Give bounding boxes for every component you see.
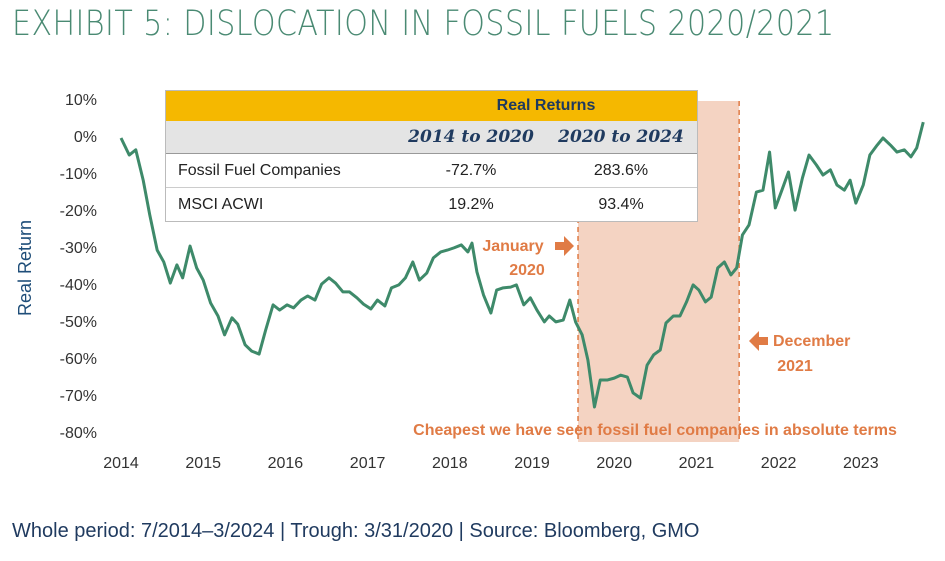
returns-table: Real Returns 2014 to 2020 2020 to 2024 F… (165, 90, 698, 222)
x-tick-label: 2018 (432, 455, 468, 472)
annotation: December (773, 333, 850, 350)
footnote: Whole period: 7/2014–3/2024 | Trough: 3/… (12, 520, 700, 542)
y-axis-label: Real Return (15, 220, 35, 316)
annotation: Cheapest we have seen fossil fuel compan… (413, 422, 897, 439)
x-tick-label: 2019 (514, 455, 550, 472)
annotation-arrow (555, 236, 574, 256)
chart-title: EXHIBIT 5: DISLOCATION IN FOSSIL FUELS 2… (12, 4, 835, 44)
x-tick-label: 2014 (103, 455, 139, 472)
column-header: 2014 to 2020 (408, 127, 534, 147)
table-row: Fossil Fuel Companies -72.7% 283.6% (166, 154, 697, 188)
x-tick-label: 2020 (596, 455, 632, 472)
cell: 93.4% (598, 195, 644, 213)
table-row: MSCI ACWI 19.2% 93.4% (166, 188, 697, 221)
y-tick-label: -70% (60, 388, 97, 405)
y-tick-label: -60% (60, 351, 97, 368)
table-title: Real Returns (496, 97, 596, 114)
cell: -72.7% (445, 161, 497, 179)
y-tick-label: -80% (60, 425, 97, 442)
y-tick-label: 10% (65, 92, 97, 109)
x-tick-label: 2015 (185, 455, 221, 472)
cell: 283.6% (593, 161, 649, 179)
annotation: January (482, 238, 543, 255)
annotation: 2021 (777, 358, 813, 375)
x-tick-label: 2016 (268, 455, 304, 472)
cell: 19.2% (448, 195, 494, 213)
data-line (119, 121, 925, 409)
table-header: Real Returns (166, 91, 697, 121)
annotation: 2020 (509, 262, 545, 279)
x-tick-label: 2021 (679, 455, 715, 472)
x-tick-label: 2022 (761, 455, 797, 472)
y-tick-label: -50% (60, 314, 97, 331)
column-header: 2020 to 2024 (558, 127, 684, 147)
row-label: MSCI ACWI (178, 195, 264, 213)
y-tick-label: -20% (60, 203, 97, 220)
y-tick-label: -40% (60, 277, 97, 294)
x-tick-label: 2023 (843, 455, 879, 472)
annotation-arrow (749, 331, 768, 351)
table-subheader: 2014 to 2020 2020 to 2024 (166, 121, 697, 154)
y-tick-label: -30% (60, 240, 97, 257)
y-tick-label: -10% (60, 166, 97, 183)
row-label: Fossil Fuel Companies (178, 161, 341, 179)
y-tick-label: 0% (74, 129, 97, 146)
x-tick-label: 2017 (350, 455, 386, 472)
